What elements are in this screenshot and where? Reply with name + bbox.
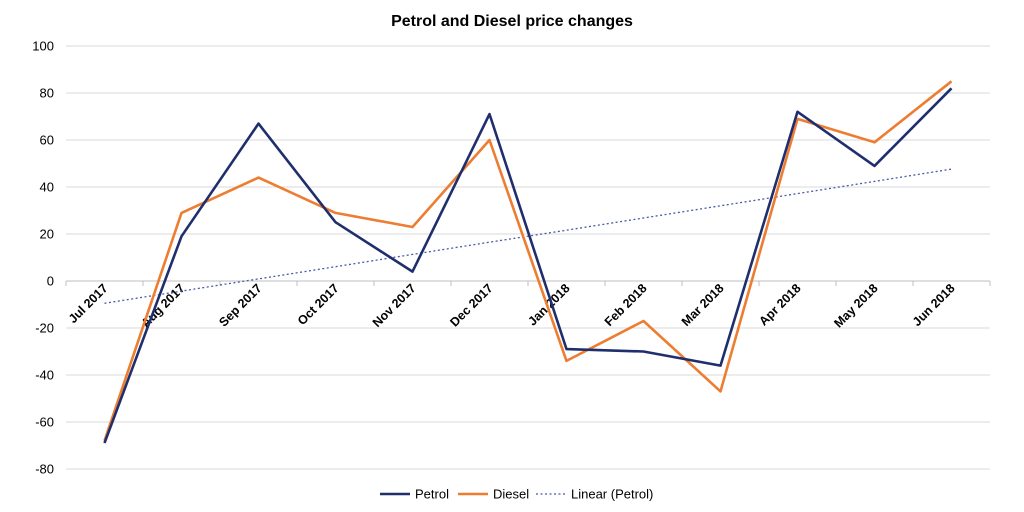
x-tick-label: Jul 2017 [66, 281, 111, 326]
series-line-linear-petrol [104, 168, 952, 304]
x-tick-label: Mar 2018 [679, 281, 727, 329]
y-tick-label: 40 [40, 180, 54, 195]
x-tick-label: Jun 2018 [910, 281, 958, 329]
x-tick-label: May 2018 [831, 281, 880, 330]
y-axis-tick-labels: -80 -60 -40 -20 0 20 40 60 80 100 [32, 39, 54, 477]
x-tick-label: Oct 2017 [295, 281, 342, 328]
legend: Petrol Diesel Linear (Petrol) [380, 487, 653, 502]
chart-title: Petrol and Diesel price changes [391, 13, 633, 30]
x-tick-label: Dec 2017 [447, 281, 495, 329]
y-tick-label: -80 [35, 462, 54, 477]
legend-label: Linear (Petrol) [571, 487, 653, 502]
y-tick-label: 0 [47, 274, 54, 289]
x-tick-label: Jan 2018 [525, 281, 572, 328]
x-tick-label: Apr 2018 [756, 281, 803, 328]
legend-label: Petrol [415, 487, 449, 502]
x-tick-label: Nov 2017 [370, 281, 419, 330]
series-line-petrol [103, 87, 953, 444]
y-tick-label: 100 [32, 39, 54, 54]
y-tick-label: 80 [40, 86, 54, 101]
x-axis [65, 280, 991, 286]
x-tick-label: Sep 2017 [216, 281, 264, 329]
gridlines [66, 45, 990, 470]
y-tick-label: -60 [35, 415, 54, 430]
series-line-diesel [103, 80, 953, 442]
legend-label: Diesel [493, 487, 529, 502]
series-lines [103, 80, 953, 444]
y-tick-label: -20 [35, 321, 54, 336]
y-tick-label: 60 [40, 133, 54, 148]
y-tick-label: -40 [35, 368, 54, 383]
y-tick-label: 20 [40, 227, 54, 242]
